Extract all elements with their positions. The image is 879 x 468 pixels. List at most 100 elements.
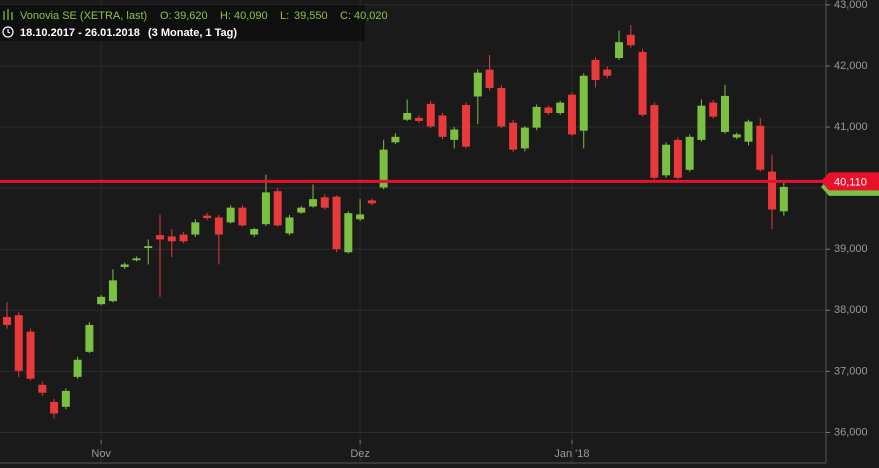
candle-body xyxy=(132,258,141,261)
candle-body xyxy=(214,217,223,235)
chart-icon xyxy=(3,9,13,20)
candle-body xyxy=(238,207,247,226)
y-tick-label: 41,000 xyxy=(834,121,868,133)
quote-value: 40,020 xyxy=(354,10,388,22)
candle-body xyxy=(626,34,635,46)
candle-body xyxy=(250,229,259,235)
y-tick-label: 39,000 xyxy=(834,243,868,255)
candle-body xyxy=(779,186,788,212)
quote-key: O: xyxy=(160,10,172,22)
candle-body xyxy=(473,72,482,97)
candle-body xyxy=(85,324,94,352)
candle-body xyxy=(38,384,47,393)
y-tick-label: 42,000 xyxy=(834,60,868,72)
candle-body xyxy=(297,207,306,213)
candle-body xyxy=(226,207,235,223)
candle-body xyxy=(191,222,200,235)
candle-body xyxy=(144,246,153,248)
candle-body xyxy=(156,235,165,240)
candle-body xyxy=(532,106,541,128)
candle-body xyxy=(673,139,682,178)
y-tick-label: 36,000 xyxy=(834,426,868,438)
candle-body xyxy=(768,171,777,210)
candle-body xyxy=(285,217,294,234)
candle-body xyxy=(732,134,741,138)
candle-body xyxy=(497,87,506,127)
candle-body xyxy=(120,264,129,267)
candle-body xyxy=(697,105,706,140)
candle-body xyxy=(579,75,588,131)
legend-box: Vonovia SE (XETRA, last) O: 39,620 H: 40,09… xyxy=(0,5,388,41)
candle-body xyxy=(3,317,11,325)
candle-body xyxy=(309,199,318,207)
x-tick-label: Dez xyxy=(350,448,370,460)
clock-icon xyxy=(2,26,14,38)
candle-body xyxy=(379,149,388,188)
candle-body xyxy=(744,121,753,142)
candle-body xyxy=(14,315,23,371)
candle-body xyxy=(273,191,282,226)
quote-value: 39,620 xyxy=(174,10,208,22)
candle-body xyxy=(367,200,376,204)
candle-body xyxy=(320,197,329,208)
y-tick-label: 37,000 xyxy=(834,365,868,377)
grid xyxy=(0,0,826,463)
y-tick-label: 38,000 xyxy=(834,304,868,316)
y-tick-label: 43,000 xyxy=(834,0,868,11)
candle-body xyxy=(509,122,518,150)
candle-body xyxy=(26,331,35,379)
candle-body xyxy=(438,115,447,137)
candle-body xyxy=(709,102,718,117)
candle-body xyxy=(462,105,471,147)
x-tick-label: Jan '18 xyxy=(554,448,589,460)
legend-background xyxy=(0,5,365,41)
candle-body xyxy=(203,215,212,219)
price-label-box xyxy=(821,172,879,191)
candle-body xyxy=(685,136,694,170)
candle-body xyxy=(50,401,59,414)
quote-key: C: xyxy=(340,10,351,22)
period: (3 Monate, 1 Tag) xyxy=(148,27,237,39)
candle-body xyxy=(61,390,70,407)
candles xyxy=(3,25,788,419)
x-tick-label: Nov xyxy=(91,448,111,460)
candle-body xyxy=(638,51,647,115)
axes: 36,00037,00038,00039,00040,00041,00042,0… xyxy=(91,0,867,460)
candle-body xyxy=(73,359,82,377)
candle-body xyxy=(520,127,529,149)
candle-body xyxy=(591,59,600,81)
instrument-name: Vonovia SE (XETRA, last) xyxy=(20,10,147,22)
quote-key: H: xyxy=(220,10,231,22)
candle-body xyxy=(544,107,553,114)
candle-body xyxy=(756,125,765,170)
date-range: 18.10.2017 - 26.01.2018 xyxy=(20,27,140,39)
candle-body xyxy=(332,196,341,250)
candle-body xyxy=(344,213,353,253)
candle-body xyxy=(391,136,400,143)
candle-body xyxy=(720,95,729,132)
quote: O: 39,620 H: 40,090 L: 39,550 C: 40,020 xyxy=(160,10,388,22)
price-label: 40,110 xyxy=(834,176,867,188)
candle-body xyxy=(414,117,423,121)
quote-value: 39,550 xyxy=(294,10,328,22)
candle-body xyxy=(615,42,624,59)
candle-body xyxy=(261,192,270,225)
quote-key: L: xyxy=(280,10,289,22)
candle-body xyxy=(650,105,659,178)
price-line: 40,110 xyxy=(0,172,879,196)
candle-body xyxy=(356,214,365,220)
candle-body xyxy=(567,94,576,135)
candle-body xyxy=(167,236,176,242)
candle-body xyxy=(603,69,612,76)
candle-body xyxy=(403,113,412,120)
candle-body xyxy=(108,280,117,302)
candle-body xyxy=(485,69,494,88)
quote-value: 40,090 xyxy=(234,10,268,22)
candle-body xyxy=(450,129,459,140)
candle-body xyxy=(97,296,106,305)
candle-body xyxy=(179,234,188,242)
candle-body xyxy=(426,103,435,127)
